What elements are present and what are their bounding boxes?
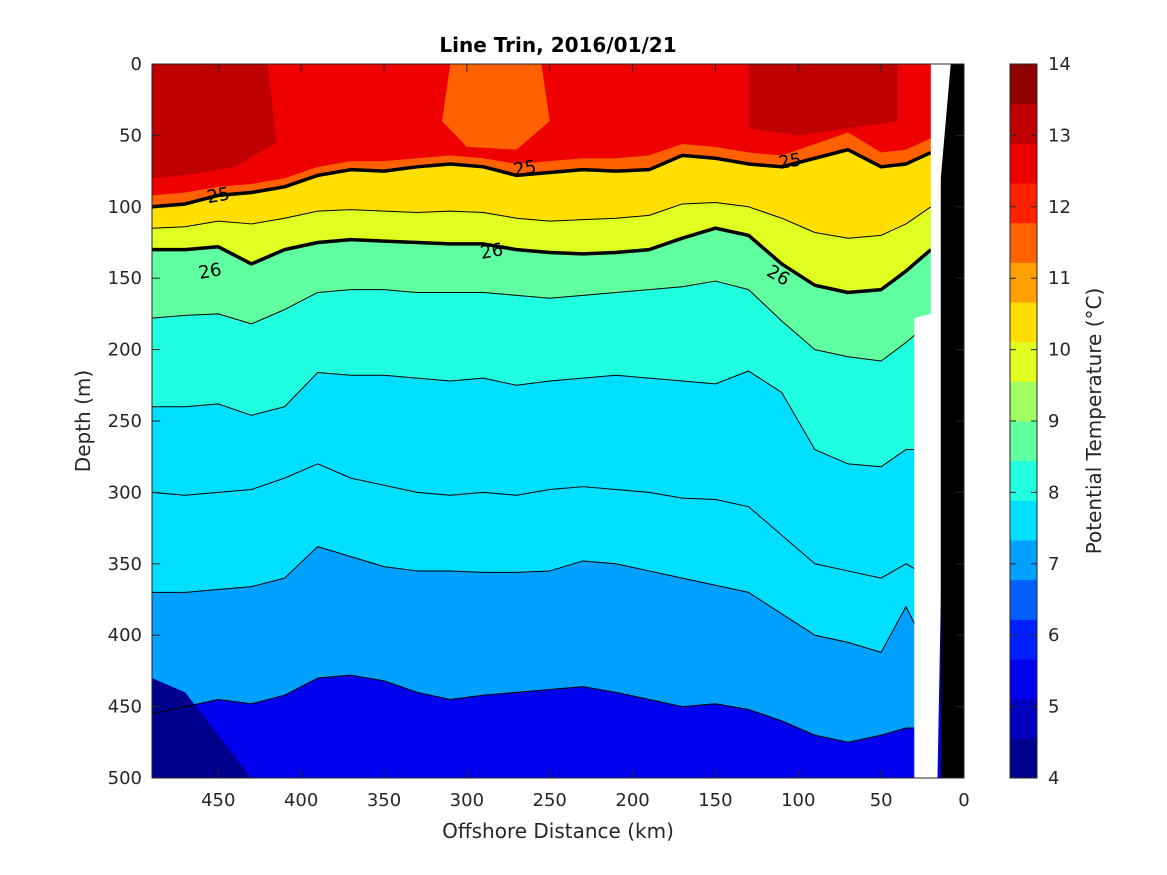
coastline-mask xyxy=(914,64,964,778)
colorbar-swatch xyxy=(1010,619,1037,660)
contour-label-25: 25 xyxy=(205,184,231,209)
colorbar-swatch xyxy=(1010,381,1037,422)
isotherm-8-5 xyxy=(152,280,932,362)
band-cold-pocket xyxy=(152,678,252,778)
y-tick-label: 250 xyxy=(108,411,142,432)
colorbar-swatch xyxy=(1010,659,1037,700)
y-tick-label: 500 xyxy=(108,768,142,789)
colorbar-swatch xyxy=(1010,579,1037,620)
colorbar-swatch xyxy=(1010,143,1037,184)
y-tick-label: 50 xyxy=(119,125,142,146)
colorbar-swatch xyxy=(1010,738,1037,779)
isotherm-6-5 xyxy=(152,674,931,743)
contour-label-26: 26 xyxy=(197,259,223,284)
contour-label-26: 26 xyxy=(479,239,505,264)
isotherm-9 xyxy=(152,226,932,295)
colorbar-swatch xyxy=(1010,183,1037,224)
colorbar-tick-label: 5 xyxy=(1048,697,1059,718)
colorbar-swatch xyxy=(1010,64,1037,105)
colorbar-swatch xyxy=(1010,262,1037,303)
temperature-bands xyxy=(152,64,964,778)
colorbar-tick-label: 9 xyxy=(1048,411,1059,432)
y-tick-label: 400 xyxy=(108,625,142,646)
y-tick-label: 0 xyxy=(131,54,142,75)
colorbar-tick-label: 14 xyxy=(1048,54,1071,75)
colorbar-swatch xyxy=(1010,302,1037,343)
band-surface xyxy=(152,64,931,196)
x-axis: 450 400 350 300 250 200 150 100 50 0 xyxy=(201,64,970,811)
x-tick-label: 350 xyxy=(367,790,401,811)
colorbar-swatch xyxy=(1010,103,1037,144)
colorbar-swatch xyxy=(1010,540,1037,581)
colorbar-tick-label: 7 xyxy=(1048,554,1059,575)
isotherm-contours xyxy=(152,147,932,743)
contour-label-25: 25 xyxy=(512,156,538,181)
colorbar-swatch xyxy=(1010,341,1037,382)
colorbar-tick-label: 11 xyxy=(1048,268,1071,289)
y-tick-label: 450 xyxy=(108,697,142,718)
colorbar-tick-label: 10 xyxy=(1048,340,1071,361)
x-tick-label: 400 xyxy=(284,790,318,811)
colorbar-swatch xyxy=(1010,460,1037,501)
isotherm-7-5 xyxy=(152,463,932,579)
isotherm-8 xyxy=(152,370,931,468)
y-tick-label: 100 xyxy=(108,197,142,218)
x-tick-label: 50 xyxy=(870,790,893,811)
y-axis-label: Depth (m) xyxy=(71,370,95,472)
x-tick-label: 450 xyxy=(201,790,235,811)
y-tick-label: 350 xyxy=(108,554,142,575)
chart-title: Line Trin, 2016/01/21 xyxy=(439,33,676,57)
x-tick-label: 200 xyxy=(615,790,649,811)
x-axis-label: Offshore Distance (km) xyxy=(442,819,674,843)
colorbar-label: Potential Temperature (°C) xyxy=(1082,288,1106,555)
band-cool-patch xyxy=(442,64,550,150)
y-tick-label: 200 xyxy=(108,340,142,361)
colorbar-swatch xyxy=(1010,698,1037,739)
y-tick-label: 300 xyxy=(108,482,142,503)
y-axis: 0 50 100 150 200 250 300 350 400 450 500 xyxy=(108,54,964,789)
land-mask xyxy=(940,64,964,778)
band-nearshore-warm xyxy=(748,64,898,136)
colorbar-tick-label: 6 xyxy=(1048,625,1059,646)
colorbar-tick-label: 12 xyxy=(1048,197,1071,218)
isotherm-10 xyxy=(152,202,932,239)
colorbar-tick-label: 13 xyxy=(1048,125,1071,146)
band-warm-pool xyxy=(152,64,277,179)
x-tick-label: 100 xyxy=(781,790,815,811)
isotherm-7 xyxy=(152,546,932,657)
contour-label-25: 25 xyxy=(777,149,803,174)
colorbar-swatch xyxy=(1010,222,1037,263)
x-tick-label: 0 xyxy=(958,790,969,811)
x-tick-label: 250 xyxy=(533,790,567,811)
colorbar: 4 5 6 7 8 9 10 11 12 13 14 xyxy=(1009,54,1071,789)
colorbar-swatch xyxy=(1010,500,1037,541)
x-tick-label: 300 xyxy=(450,790,484,811)
colorbar-tick-label: 4 xyxy=(1048,768,1059,789)
isotherm-11 xyxy=(152,147,932,209)
y-tick-label: 150 xyxy=(108,268,142,289)
colorbar-swatch xyxy=(1010,421,1037,462)
colorbar-tick-label: 8 xyxy=(1048,482,1059,503)
x-tick-label: 150 xyxy=(698,790,732,811)
